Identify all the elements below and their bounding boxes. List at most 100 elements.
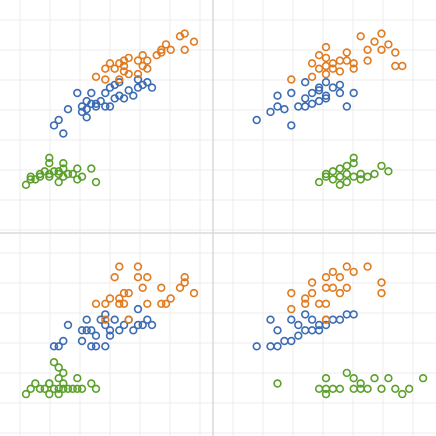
scatter-point xyxy=(321,320,331,330)
scatter-point xyxy=(49,121,59,130)
scatter-point xyxy=(342,368,351,378)
scatter-point xyxy=(189,288,199,298)
scatter-point xyxy=(87,342,96,351)
scatter-point xyxy=(63,104,73,114)
scatter-point xyxy=(321,172,331,181)
scatter-point xyxy=(87,326,96,335)
scatter-point xyxy=(314,96,324,106)
scatter-point xyxy=(398,389,407,399)
scatter-point xyxy=(161,40,171,49)
scatter-point xyxy=(87,88,96,98)
scatter-point xyxy=(45,159,54,168)
scatter-point xyxy=(287,336,296,346)
scatter-point xyxy=(157,48,166,57)
scatter-point xyxy=(31,379,40,388)
scatter-point xyxy=(91,99,101,109)
scatter-point xyxy=(321,169,331,179)
scatter-point xyxy=(377,278,386,287)
scatter-point xyxy=(307,59,317,68)
scatter-point xyxy=(105,326,115,335)
scatter-point xyxy=(82,104,91,114)
scatter-point xyxy=(314,83,324,92)
scatter-point xyxy=(91,331,101,340)
scatter-point xyxy=(105,294,115,303)
scatter-point xyxy=(143,315,152,324)
scatter-point xyxy=(363,384,372,393)
scatter-point xyxy=(77,384,87,393)
scatter-point xyxy=(35,172,45,181)
scatter-point xyxy=(101,102,110,111)
scatter-point xyxy=(101,315,110,324)
scatter-point xyxy=(273,326,282,335)
scatter-point xyxy=(356,379,365,388)
scatter-point xyxy=(54,389,63,399)
scatter-point xyxy=(119,299,129,308)
panel-bottom-left xyxy=(21,262,199,399)
scatter-point xyxy=(68,169,77,179)
scatter-point xyxy=(124,288,133,298)
scatter-point xyxy=(105,59,115,68)
scatter-point xyxy=(314,64,324,73)
scatter-point xyxy=(335,180,345,190)
scatter-point xyxy=(349,64,358,73)
scatter-point xyxy=(138,50,147,60)
scatter-point xyxy=(314,177,324,187)
scatter-point xyxy=(91,177,101,187)
scatter-point xyxy=(335,273,345,282)
scatter-point xyxy=(124,86,133,95)
scatter-point xyxy=(96,315,105,324)
scatter-point xyxy=(45,389,54,399)
scatter-point xyxy=(314,326,324,335)
scatter-point xyxy=(342,177,351,187)
scatter-point xyxy=(314,86,324,95)
scatter-point xyxy=(301,294,310,303)
scatter-point xyxy=(59,336,68,346)
scatter-point xyxy=(82,315,91,324)
scatter-point xyxy=(342,48,351,57)
scatter-point xyxy=(54,384,63,393)
scatter-point xyxy=(321,94,331,103)
scatter-point xyxy=(157,45,166,54)
scatter-point xyxy=(384,40,393,49)
scatter-point xyxy=(349,159,358,168)
scatter-point xyxy=(82,326,91,335)
scatter-point xyxy=(349,153,358,163)
scatter-point xyxy=(59,159,68,168)
scatter-point xyxy=(384,374,393,383)
scatter-point xyxy=(91,102,101,111)
scatter-point xyxy=(321,389,331,399)
scatter-point xyxy=(273,342,282,351)
scatter-point xyxy=(335,315,345,324)
scatter-point xyxy=(63,320,73,330)
scatter-point xyxy=(54,177,63,187)
scatter-point xyxy=(54,342,63,351)
scatter-point xyxy=(349,374,358,383)
scatter-point xyxy=(328,64,338,73)
scatter-point xyxy=(377,45,386,54)
scatter-point xyxy=(307,278,317,287)
scatter-point xyxy=(321,53,331,63)
scatter-point xyxy=(328,175,338,184)
scatter-point xyxy=(180,278,189,287)
scatter-point xyxy=(321,42,331,52)
scatter-point xyxy=(73,374,82,383)
scatter-point xyxy=(133,320,143,330)
scatter-point xyxy=(147,320,157,330)
scatter-point xyxy=(301,94,310,103)
scatter-point xyxy=(307,72,317,82)
scatter-point xyxy=(87,164,96,173)
scatter-point xyxy=(356,32,365,41)
scatter-point xyxy=(349,59,358,68)
scatter-point xyxy=(133,69,143,79)
scatter-point xyxy=(77,336,87,346)
scatter-point xyxy=(133,75,143,84)
scatter-point xyxy=(377,29,386,38)
scatter-point xyxy=(328,83,338,92)
scatter-point xyxy=(342,169,351,179)
scatter-point xyxy=(129,91,138,100)
scatter-point xyxy=(377,288,386,298)
scatter-point xyxy=(26,384,35,393)
scatter-point xyxy=(342,161,351,171)
scatter-point xyxy=(287,75,296,84)
scatter-point xyxy=(349,172,358,181)
